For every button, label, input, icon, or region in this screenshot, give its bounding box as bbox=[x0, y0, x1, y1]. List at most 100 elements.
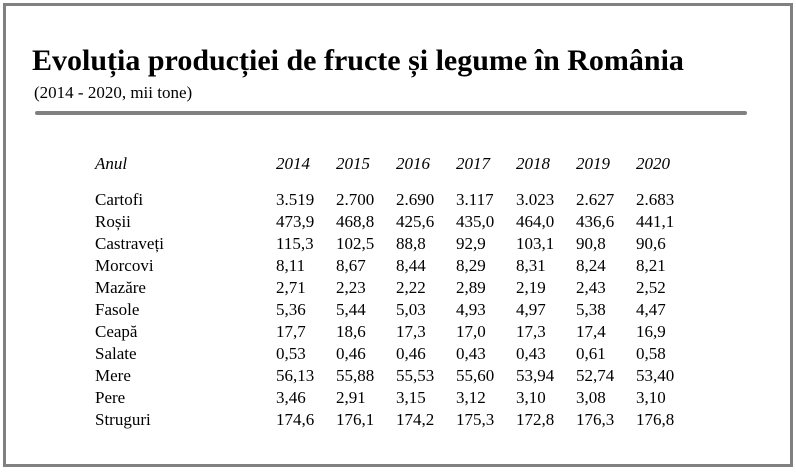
table-cell: 3,10 bbox=[516, 388, 546, 407]
table-cell: 53,40 bbox=[636, 366, 675, 385]
table-cell: 2,71 bbox=[276, 278, 306, 297]
table-cell: 2.700 bbox=[336, 190, 375, 209]
table-cell: 174,6 bbox=[276, 410, 315, 429]
table-cell: 473,9 bbox=[276, 212, 315, 231]
row-label: Morcovi bbox=[95, 256, 154, 275]
table-cell: 175,3 bbox=[456, 410, 495, 429]
table-cell: 2.683 bbox=[636, 190, 675, 209]
row-label: Mere bbox=[95, 366, 131, 385]
table-cell: 8,11 bbox=[276, 256, 306, 275]
header-year: 2018 bbox=[516, 154, 550, 173]
row-label: Cartofi bbox=[95, 190, 144, 209]
header-year: 2015 bbox=[336, 154, 370, 173]
table-cell: 17,7 bbox=[276, 322, 306, 341]
header-year: 2014 bbox=[276, 154, 310, 173]
table-cell: 0,61 bbox=[576, 344, 606, 363]
table-cell: 174,2 bbox=[396, 410, 435, 429]
table-cell: 3.023 bbox=[516, 190, 555, 209]
table-cell: 3,15 bbox=[396, 388, 426, 407]
header-year: 2019 bbox=[576, 154, 610, 173]
table-row: Morcovi 8,11 8,67 8,44 8,29 8,31 8,24 8,21 bbox=[92, 255, 696, 277]
table-cell: 8,29 bbox=[456, 256, 486, 275]
table-row: Roșii 473,9 468,8 425,6 435,0 464,0 436,6 441,1 bbox=[92, 211, 696, 233]
table-cell: 176,1 bbox=[336, 410, 375, 429]
table-cell: 17,3 bbox=[516, 322, 546, 341]
production-table: Anul 2014 2015 2016 2017 2018 2019 2020 … bbox=[92, 153, 696, 431]
table-cell: 8,21 bbox=[636, 256, 666, 275]
table-row: Salate 0,53 0,46 0,46 0,43 0,43 0,61 0,58 bbox=[92, 343, 696, 365]
table-cell: 55,53 bbox=[396, 366, 435, 385]
table-cell: 90,6 bbox=[636, 234, 666, 253]
table-cell: 5,03 bbox=[396, 300, 426, 319]
row-label: Castraveți bbox=[95, 234, 164, 253]
page-subtitle: (2014 - 2020, mii tone) bbox=[34, 83, 193, 102]
table-cell: 2,23 bbox=[336, 278, 366, 297]
table-cell: 8,67 bbox=[336, 256, 366, 275]
table-cell: 176,8 bbox=[636, 410, 675, 429]
table-cell: 3.117 bbox=[456, 190, 494, 209]
row-label: Fasole bbox=[95, 300, 140, 319]
table-cell: 0,43 bbox=[516, 344, 546, 363]
table-cell: 3,10 bbox=[636, 388, 666, 407]
table-cell: 2,89 bbox=[456, 278, 486, 297]
table-cell: 176,3 bbox=[576, 410, 615, 429]
table-cell: 468,8 bbox=[336, 212, 375, 231]
table-cell: 16,9 bbox=[636, 322, 666, 341]
table-cell: 8,31 bbox=[516, 256, 546, 275]
row-label: Ceapă bbox=[95, 322, 138, 341]
table-cell: 3,12 bbox=[456, 388, 486, 407]
table-cell: 3,08 bbox=[576, 388, 606, 407]
divider-rule bbox=[35, 111, 747, 115]
table-cell: 0,46 bbox=[396, 344, 426, 363]
table-cell: 17,0 bbox=[456, 322, 486, 341]
table-row: Struguri 174,6 176,1 174,2 175,3 172,8 176,3 17… bbox=[92, 409, 696, 431]
table-cell: 92,9 bbox=[456, 234, 486, 253]
table-cell: 103,1 bbox=[516, 234, 555, 253]
table-cell: 0,53 bbox=[276, 344, 306, 363]
row-label: Salate bbox=[95, 344, 137, 363]
table-cell: 17,3 bbox=[396, 322, 426, 341]
table-cell: 435,0 bbox=[456, 212, 495, 231]
table-cell: 0,46 bbox=[336, 344, 366, 363]
table-cell: 102,5 bbox=[336, 234, 375, 253]
header-label: Anul bbox=[95, 154, 128, 173]
table-cell: 2,22 bbox=[396, 278, 426, 297]
document-frame: Evoluția producției de fructe și legume … bbox=[3, 3, 793, 467]
table-row: Castraveți 115,3 102,5 88,8 92,9 103,1 90,8 90,… bbox=[92, 233, 696, 255]
table-cell: 425,6 bbox=[396, 212, 435, 231]
table-cell: 0,43 bbox=[456, 344, 486, 363]
table-spacer bbox=[92, 175, 696, 189]
header-year: 2017 bbox=[456, 154, 490, 173]
table-cell: 115,3 bbox=[276, 234, 314, 253]
header-year: 2020 bbox=[636, 154, 670, 173]
row-label: Struguri bbox=[95, 410, 151, 429]
table-cell: 4,47 bbox=[636, 300, 666, 319]
table-cell: 4,97 bbox=[516, 300, 546, 319]
table-cell: 2.627 bbox=[576, 190, 615, 209]
table-cell: 2,43 bbox=[576, 278, 606, 297]
table-cell: 2,91 bbox=[336, 388, 366, 407]
page-title: Evoluția producției de fructe și legume … bbox=[32, 44, 684, 77]
table-cell: 8,24 bbox=[576, 256, 606, 275]
table-cell: 2,19 bbox=[516, 278, 546, 297]
table-cell: 4,93 bbox=[456, 300, 486, 319]
row-label: Mazăre bbox=[95, 278, 146, 297]
table-cell: 2.690 bbox=[396, 190, 435, 209]
table-cell: 53,94 bbox=[516, 366, 555, 385]
table-row: Ceapă 17,7 18,6 17,3 17,0 17,3 17,4 16,9 bbox=[92, 321, 696, 343]
table-cell: 3,46 bbox=[276, 388, 306, 407]
table-row: Mere 56,13 55,88 55,53 55,60 53,94 52,74 53,40 bbox=[92, 365, 696, 387]
row-label: Roșii bbox=[95, 212, 131, 231]
table-body: Cartofi 3.519 2.700 2.690 3.117 3.023 2.627 2.6… bbox=[92, 175, 696, 431]
table-cell: 0,58 bbox=[636, 344, 666, 363]
table-cell: 441,1 bbox=[636, 212, 675, 231]
table-cell: 3.519 bbox=[276, 190, 315, 209]
table-cell: 5,38 bbox=[576, 300, 606, 319]
table-row: Fasole 5,36 5,44 5,03 4,93 4,97 5,38 4,47 bbox=[92, 299, 696, 321]
table-row: Mazăre 2,71 2,23 2,22 2,89 2,19 2,43 2,52 bbox=[92, 277, 696, 299]
table-cell: 17,4 bbox=[576, 322, 606, 341]
table-row: Pere 3,46 2,91 3,15 3,12 3,10 3,08 3,10 bbox=[92, 387, 696, 409]
table-row: Cartofi 3.519 2.700 2.690 3.117 3.023 2.627 2.6… bbox=[92, 189, 696, 211]
table-cell: 436,6 bbox=[576, 212, 615, 231]
table-cell: 56,13 bbox=[276, 366, 315, 385]
